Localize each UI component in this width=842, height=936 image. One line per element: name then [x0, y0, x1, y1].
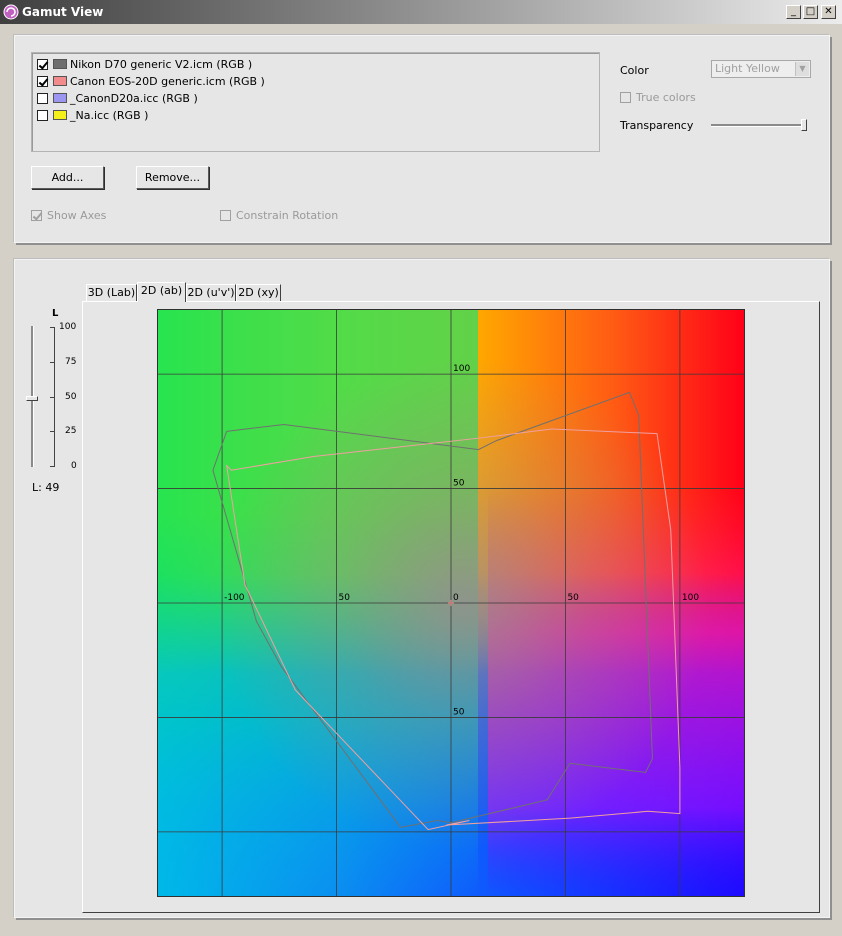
tab-2d-ab[interactable]: 2D (ab): [137, 282, 186, 302]
gamut-series: [212, 391, 681, 831]
transparency-slider-track: [711, 124, 807, 127]
true-colors-option[interactable]: True colors: [620, 91, 696, 104]
lightness-tick: 0: [71, 461, 77, 471]
maximize-button[interactable]: □: [803, 5, 818, 19]
lightness-slider-thumb[interactable]: [26, 395, 38, 401]
true-colors-checkbox[interactable]: [620, 92, 631, 103]
add-button[interactable]: Add...: [31, 166, 104, 189]
lightness-readout: L: 49: [32, 481, 60, 494]
lightness-tick: 100: [59, 322, 77, 332]
close-button[interactable]: ✕: [821, 5, 836, 19]
profile-label: Canon EOS-20D generic.icm (RGB ): [70, 74, 265, 88]
x-tick-label: 0: [453, 593, 459, 603]
profile-color-swatch: [53, 110, 67, 120]
minimize-button[interactable]: _: [786, 5, 801, 19]
tab-2d-uv[interactable]: 2D (u'v'): [186, 284, 236, 301]
profile-checkbox[interactable]: [37, 58, 48, 70]
constrain-rotation-label: Constrain Rotation: [236, 209, 339, 222]
x-tick-label: 100: [682, 593, 699, 603]
color-select-value: Light Yellow: [715, 62, 780, 75]
profile-checkbox[interactable]: [37, 109, 48, 121]
profile-item-canon-eos[interactable]: Canon EOS-20D generic.icm (RGB ): [37, 73, 265, 89]
lightness-slider[interactable]: 100 75 50 25 0: [26, 322, 83, 472]
profile-list[interactable]: Nikon D70 generic V2.icm (RGB ) Canon EO…: [31, 52, 600, 152]
dropdown-arrow-icon[interactable]: ▼: [795, 62, 809, 76]
lightness-tick: 75: [65, 357, 77, 367]
profile-label: Nikon D70 generic V2.icm (RGB ): [70, 57, 253, 71]
transparency-label: Transparency: [620, 119, 694, 132]
x-tick-label: 50: [339, 593, 351, 603]
lightness-tick: 25: [65, 426, 77, 436]
profile-checkbox[interactable]: [37, 75, 48, 87]
y-tick-label: 100: [453, 364, 470, 374]
transparency-slider-thumb[interactable]: [801, 119, 807, 131]
show-axes-option[interactable]: Show Axes: [31, 209, 106, 222]
gamut-plot[interactable]: -100 50 0 50 100 100 50 50: [157, 309, 745, 897]
tab-3d-lab[interactable]: 3D (Lab): [86, 284, 137, 301]
gamut-outline-0: [212, 391, 653, 828]
profile-item-nikon[interactable]: Nikon D70 generic V2.icm (RGB ): [37, 56, 252, 72]
profile-label: _Na.icc (RGB ): [70, 108, 149, 122]
color-label: Color: [620, 64, 649, 77]
constrain-rotation-option[interactable]: Constrain Rotation: [220, 209, 338, 222]
color-select[interactable]: Light Yellow ▼: [711, 60, 811, 78]
window-title: Gamut View: [22, 5, 104, 19]
lightness-scale-line: [54, 327, 55, 466]
x-tick-label: 50: [567, 593, 579, 603]
profile-item-na[interactable]: _Na.icc (RGB ): [37, 107, 148, 123]
title-bar[interactable]: Gamut View _ □ ✕: [0, 0, 842, 24]
true-colors-label: True colors: [636, 91, 696, 104]
gamut-outline-1: [225, 428, 681, 831]
x-tick-label: -100: [224, 593, 245, 603]
show-axes-label: Show Axes: [47, 209, 107, 222]
remove-button[interactable]: Remove...: [136, 166, 209, 189]
profile-color-swatch: [53, 93, 67, 103]
lightness-tick: 50: [65, 392, 77, 402]
profile-label: _CanonD20a.icc (RGB ): [70, 91, 198, 105]
profile-color-swatch: [53, 76, 67, 86]
y-tick-label: 50: [453, 707, 465, 717]
lightness-axis-label: L: [52, 308, 59, 319]
app-logo-icon: [3, 4, 19, 20]
y-tick-label: 50: [453, 479, 465, 489]
profile-color-swatch: [53, 59, 67, 69]
gamut-plot-svg: -100 50 0 50 100 100 50 50: [158, 310, 744, 896]
transparency-slider[interactable]: [711, 118, 807, 132]
axis-labels: -100 50 0 50 100 100 50 50: [224, 364, 699, 717]
profile-item-canon-d20a[interactable]: _CanonD20a.icc (RGB ): [37, 90, 198, 106]
origin-marker: [448, 600, 454, 606]
constrain-rotation-checkbox[interactable]: [220, 210, 231, 221]
tab-2d-xy[interactable]: 2D (xy): [236, 284, 281, 301]
show-axes-checkbox[interactable]: [31, 210, 42, 221]
profile-checkbox[interactable]: [37, 92, 48, 104]
